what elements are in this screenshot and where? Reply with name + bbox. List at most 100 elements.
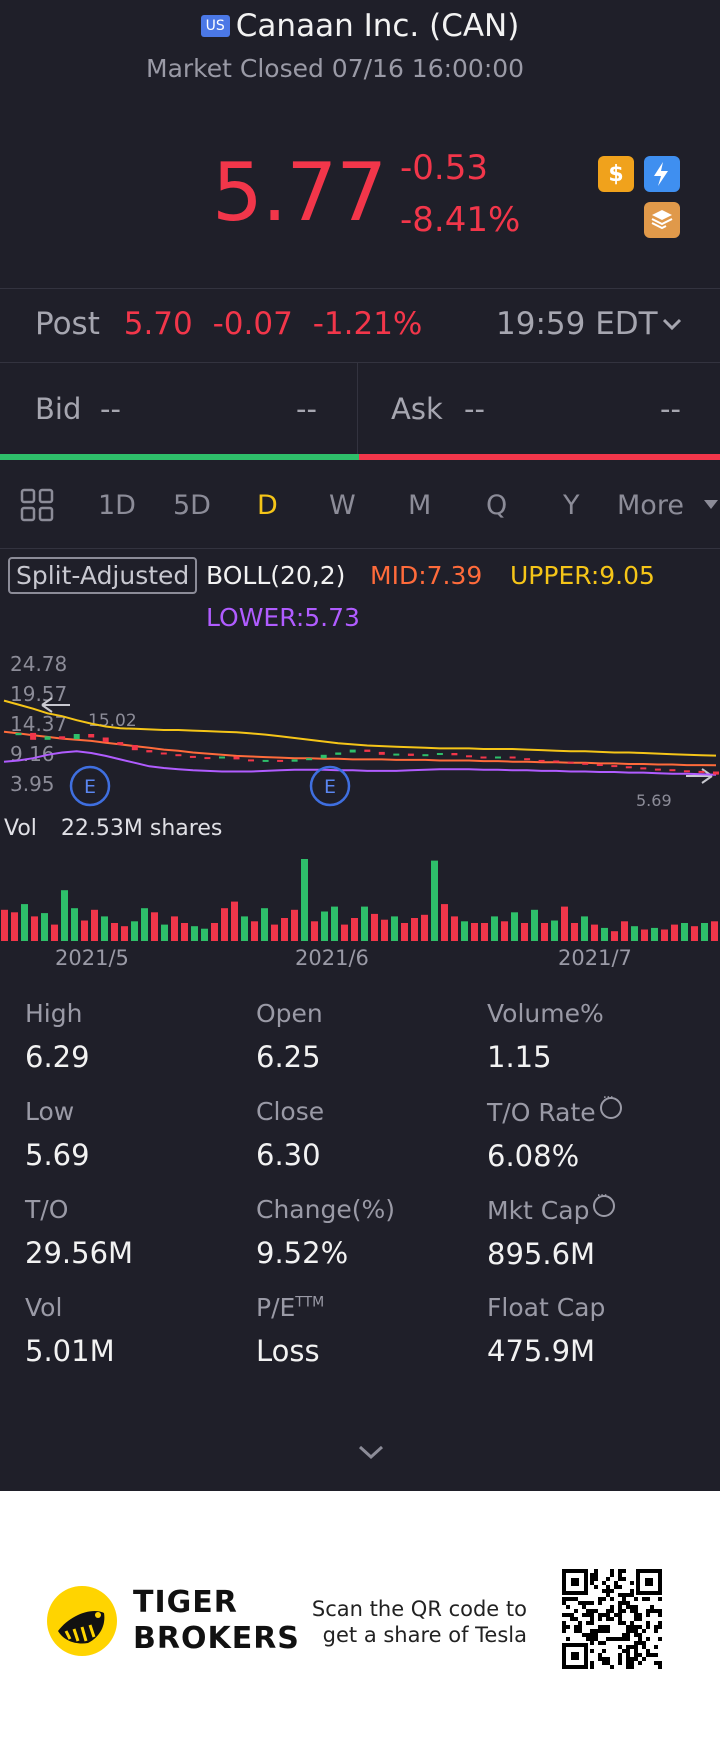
price-change: -0.53 [400,148,488,188]
ask-label: Ask [391,392,443,426]
bid-size: -- [296,392,317,426]
caret-down-icon[interactable] [704,500,718,509]
volume-bar [541,923,548,941]
candle [15,732,22,736]
stat-value: 1.15 [487,1040,552,1074]
volume-bar [181,923,188,941]
stat-value: 6.08% [487,1139,580,1173]
stat-volume-pct: Volume% 1.15 [487,999,697,1074]
candle [378,751,385,755]
arrow-left-icon[interactable] [41,697,70,713]
candle [480,756,487,759]
stat-vol: Vol 5.01M [25,1293,235,1368]
dollar-icon[interactable]: $ [598,156,634,192]
candle [422,754,429,757]
ask-price: -- [464,392,485,426]
ask-size: -- [660,392,681,426]
stat-label: Close [256,1097,325,1126]
volume-bar [571,923,578,941]
boll-lower: LOWER:5.73 [206,603,360,632]
scan-caption-line2: get a share of Tesla [322,1623,527,1647]
volume-bar [41,913,48,941]
layout-grid-icon[interactable] [20,488,54,522]
volume-bar [691,926,698,941]
brand-name-line1: TIGER [133,1585,238,1620]
expand-chevron-icon[interactable] [358,1444,384,1460]
candle [567,761,574,764]
tab-1d[interactable]: 1D [98,490,136,521]
boll-label[interactable]: BOLL(20,2) [206,561,346,590]
volume-bar [681,923,688,941]
post-change-percent: -1.21% [312,306,423,342]
stat-to: T/O 29.56M [25,1195,235,1270]
tab-d[interactable]: D [257,490,278,521]
tab-y[interactable]: Y [563,490,580,521]
volume-bar [651,927,658,941]
divider [0,288,720,289]
volume-bar [61,890,68,941]
candle [654,768,661,771]
volume-bar [591,924,598,941]
candle [349,749,356,753]
stat-label: High [25,999,83,1028]
event-marker[interactable]: E [69,765,111,807]
divider [357,363,358,455]
market-badge: US [200,15,230,37]
candle [306,758,313,761]
flash-icon[interactable] [644,156,680,192]
tab-5d[interactable]: 5D [173,490,211,521]
info-icon[interactable] [593,1188,616,1217]
candle [436,753,443,755]
boll-upper-line [3,699,717,757]
candle [291,759,298,762]
volume-bar [211,923,218,941]
tab-more[interactable]: More [617,490,684,521]
candle [262,759,269,762]
bid-label: Bid [35,392,82,426]
stat-label: Low [25,1097,75,1126]
candle [204,757,211,760]
divider [0,548,720,549]
stat-value: 5.69 [25,1138,90,1172]
post-change: -0.07 [212,306,293,342]
tab-q[interactable]: Q [486,490,508,521]
candle [393,753,400,756]
candle [160,752,167,755]
split-adjusted-button[interactable]: Split-Adjusted [8,557,198,594]
tab-w[interactable]: W [329,490,356,521]
volume-bar [251,921,258,941]
volume-bar [191,926,198,941]
volume-bar [331,906,338,941]
volume-bar [621,921,628,941]
volume-bar [241,916,248,941]
candle [640,767,647,770]
volume-chart[interactable] [0,846,720,941]
stack-icon[interactable] [644,202,680,238]
stat-low: Low 5.69 [25,1097,235,1172]
candle [335,752,342,755]
info-icon[interactable] [599,1090,622,1119]
volume-bar [31,916,38,941]
candle [451,753,458,756]
volume-bar [521,923,528,941]
stock-detail-screen: US Canaan Inc. (CAN) Market Closed 07/16 … [0,0,720,1491]
candle [466,755,472,758]
chevron-down-icon[interactable] [658,310,686,338]
volume-bar [551,920,558,941]
stat-label-sup: TTM [295,1294,325,1311]
volume-bar [311,921,318,941]
volume-bar [481,923,488,941]
price-chart[interactable]: 24.78 19.57 14.37 9.16 3.95 15.02 5.69 E… [0,640,720,815]
volume-bar [91,909,98,941]
volume-bar [151,912,158,941]
candle [233,756,240,760]
boll-mid: MID:7.39 [370,561,483,590]
volume-bar [161,924,168,941]
tab-m[interactable]: M [408,490,432,521]
stat-value: 9.52% [256,1236,349,1270]
volume-bar [111,923,118,941]
ask-volume-bar [359,454,720,460]
share-footer: TIGER BROKERS Scan the QR code to get a … [0,1491,720,1751]
candle [625,766,632,769]
event-marker[interactable]: E [309,765,351,807]
